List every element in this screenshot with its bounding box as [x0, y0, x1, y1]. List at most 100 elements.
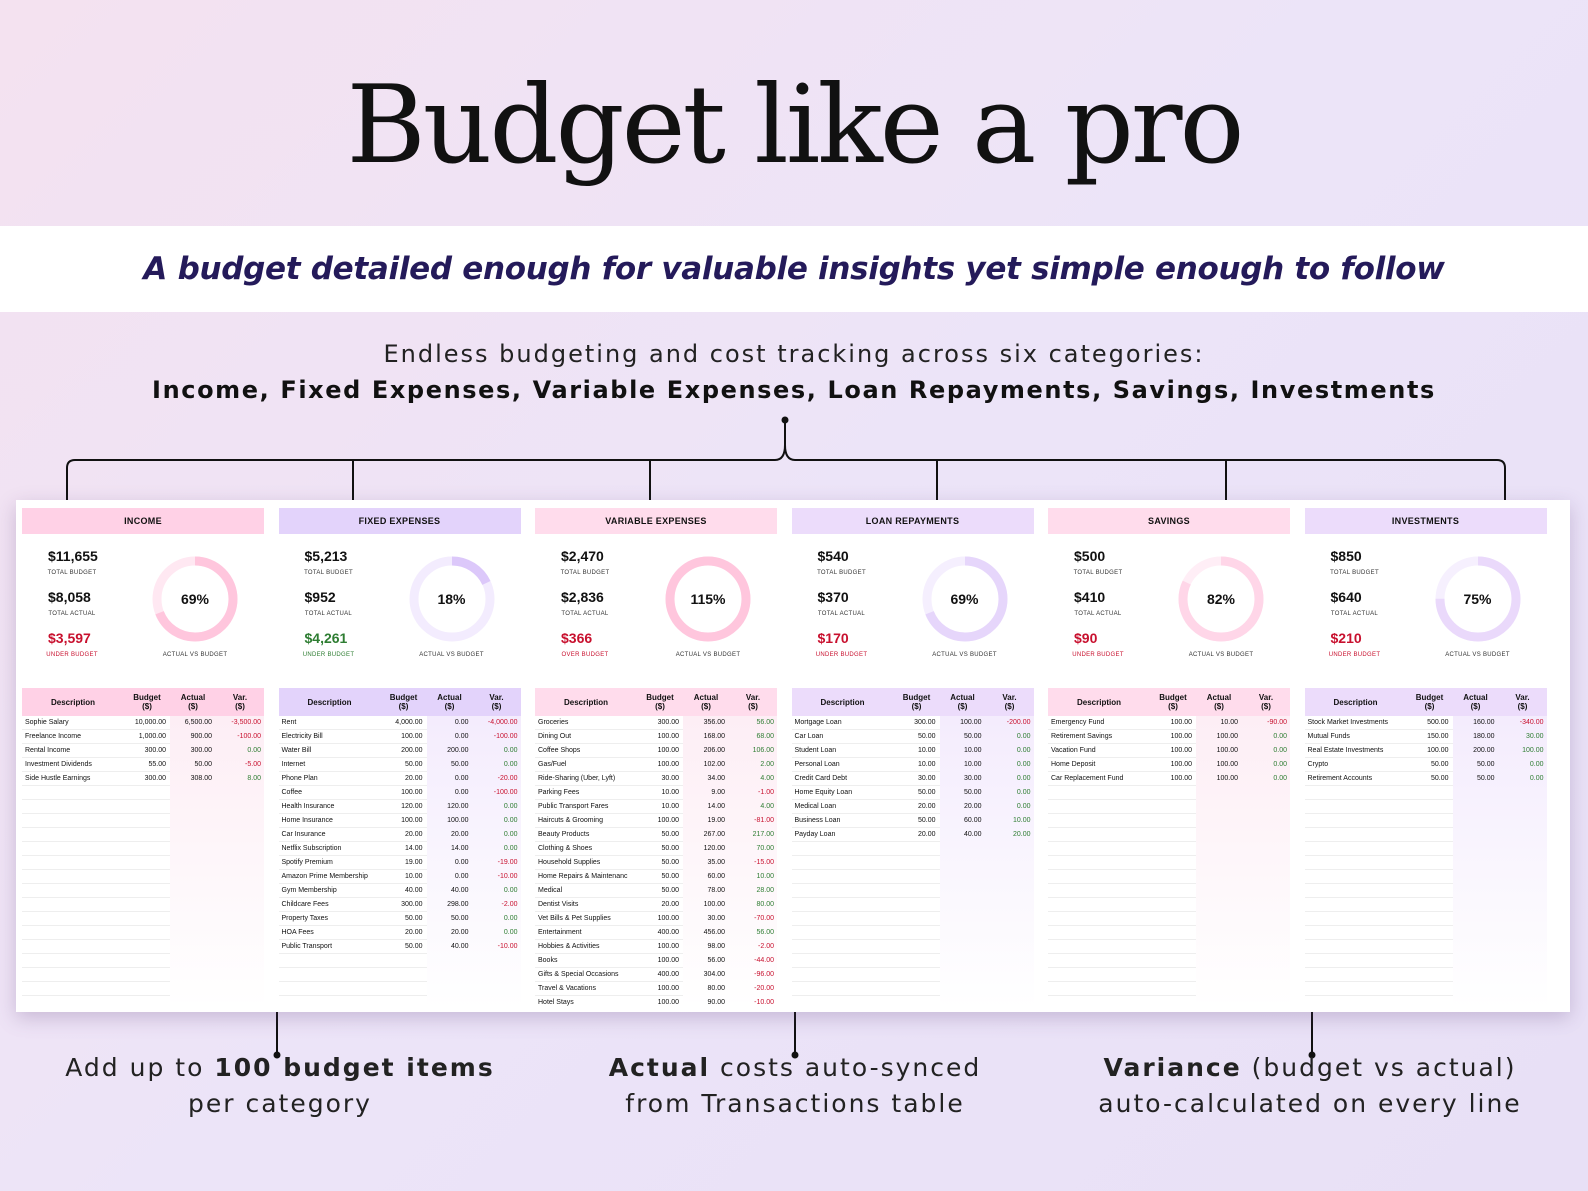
cell-description[interactable]: Ride-Sharing (Uber, Lyft): [538, 775, 616, 782]
cell-description[interactable]: Business Loan: [794, 817, 841, 824]
cell-actual[interactable]: 0.00: [454, 789, 469, 796]
cell-variance[interactable]: 10.00: [756, 873, 774, 880]
table-row[interactable]: Haircuts & Grooming 100.00 19.00 -81.00: [535, 814, 777, 828]
cell-description[interactable]: Home Equity Loan: [794, 789, 853, 796]
table-row[interactable]: Parking Fees 10.00 9.00 -1.00: [535, 786, 777, 800]
cell-actual[interactable]: 60.00: [963, 817, 982, 824]
cell-actual[interactable]: 100.00: [1216, 761, 1238, 768]
table-row[interactable]: Freelance Income 1,000.00 900.00 -100.00: [22, 730, 264, 744]
table-row[interactable]: Hotel Stays 100.00 90.00 -10.00: [535, 996, 777, 1008]
table-row[interactable]: Ride-Sharing (Uber, Lyft) 30.00 34.00 4.…: [535, 772, 777, 786]
table-row[interactable]: Rent 4,000.00 0.00 -4,000.00: [279, 716, 521, 730]
cell-variance[interactable]: -4,000.00: [487, 719, 518, 726]
cell-variance[interactable]: 0.00: [503, 747, 518, 754]
cell-budget[interactable]: 100.00: [1170, 719, 1192, 726]
cell-actual[interactable]: 10.00: [1220, 719, 1238, 726]
cell-description[interactable]: Internet: [281, 761, 306, 768]
table-row[interactable]: Emergency Fund 100.00 10.00 -90.00: [1048, 716, 1290, 730]
cell-actual[interactable]: 98.00: [707, 943, 725, 950]
cell-actual[interactable]: 30.00: [707, 915, 725, 922]
table-row[interactable]: Public Transport Fares 10.00 14.00 4.00: [535, 800, 777, 814]
table-row[interactable]: Student Loan 10.00 10.00 0.00: [792, 744, 1034, 758]
cell-actual[interactable]: 308.00: [190, 775, 212, 782]
cell-actual[interactable]: 160.00: [1473, 719, 1495, 726]
cell-budget[interactable]: 50.00: [661, 845, 679, 852]
cell-variance[interactable]: 56.00: [756, 719, 774, 726]
cell-variance[interactable]: 0.00: [503, 803, 518, 810]
cell-variance[interactable]: 0.00: [1016, 803, 1031, 810]
cell-description[interactable]: Sophie Salary: [25, 719, 69, 726]
cell-description[interactable]: Public Transport: [281, 943, 333, 950]
cell-variance[interactable]: 0.00: [1273, 747, 1287, 754]
cell-description[interactable]: Clothing & Shoes: [538, 845, 593, 852]
cell-description[interactable]: Gifts & Special Occasions: [538, 971, 619, 978]
cell-variance[interactable]: 0.00: [503, 845, 518, 852]
cell-actual[interactable]: 356.00: [703, 719, 725, 726]
cell-actual[interactable]: 56.00: [707, 957, 725, 964]
cell-actual[interactable]: 100.00: [1216, 747, 1238, 754]
table-row[interactable]: Personal Loan 10.00 10.00 0.00: [792, 758, 1034, 772]
cell-actual[interactable]: 0.00: [454, 873, 469, 880]
table-row[interactable]: Childcare Fees 300.00 298.00 -2.00: [279, 898, 521, 912]
cell-budget[interactable]: 4,000.00: [395, 719, 423, 726]
cell-variance[interactable]: -5.00: [245, 761, 261, 768]
cell-budget[interactable]: 50.00: [661, 873, 679, 880]
cell-actual[interactable]: 6,500.00: [184, 719, 212, 726]
table-row[interactable]: Vet Bills & Pet Supplies 100.00 30.00 -7…: [535, 912, 777, 926]
cell-variance[interactable]: -100.00: [237, 733, 261, 740]
cell-actual[interactable]: 900.00: [190, 733, 212, 740]
table-row[interactable]: Sophie Salary 10,000.00 6,500.00 -3,500.…: [22, 716, 264, 730]
cell-variance[interactable]: 0.00: [1273, 775, 1287, 782]
cell-description[interactable]: Hobbies & Activities: [538, 943, 600, 950]
table-row[interactable]: Medical 50.00 78.00 28.00: [535, 884, 777, 898]
cell-budget[interactable]: 100.00: [1170, 761, 1192, 768]
table-row[interactable]: Car Replacement Fund 100.00 100.00 0.00: [1048, 772, 1290, 786]
cell-variance[interactable]: -20.00: [497, 775, 518, 782]
cell-actual[interactable]: 0.00: [454, 859, 469, 866]
cell-variance[interactable]: -19.00: [497, 859, 518, 866]
table-row[interactable]: Beauty Products 50.00 267.00 217.00: [535, 828, 777, 842]
cell-budget[interactable]: 30.00: [917, 775, 936, 782]
table-row[interactable]: Gifts & Special Occasions 400.00 304.00 …: [535, 968, 777, 982]
cell-variance[interactable]: 28.00: [756, 887, 774, 894]
cell-variance[interactable]: -10.00: [497, 873, 518, 880]
cell-variance[interactable]: 0.00: [1016, 733, 1031, 740]
cell-budget[interactable]: 400.00: [657, 971, 679, 978]
cell-actual[interactable]: 100.00: [1216, 733, 1238, 740]
cell-variance[interactable]: -2.00: [758, 943, 774, 950]
cell-description[interactable]: Medical: [538, 887, 563, 894]
table-row[interactable]: Retirement Savings 100.00 100.00 0.00: [1048, 730, 1290, 744]
table-row[interactable]: Coffee 100.00 0.00 -100.00: [279, 786, 521, 800]
cell-budget[interactable]: 19.00: [404, 859, 423, 866]
cell-description[interactable]: Vet Bills & Pet Supplies: [538, 915, 611, 922]
cell-actual[interactable]: 206.00: [703, 747, 725, 754]
cell-budget[interactable]: 10.00: [661, 789, 679, 796]
cell-description[interactable]: Mortgage Loan: [794, 719, 842, 726]
cell-budget[interactable]: 20.00: [917, 803, 936, 810]
table-row[interactable]: Real Estate Investments 100.00 200.00 10…: [1305, 744, 1547, 758]
cell-variance[interactable]: 80.00: [756, 901, 774, 908]
table-row[interactable]: Amazon Prime Membership 10.00 0.00 -10.0…: [279, 870, 521, 884]
cell-actual[interactable]: 100.00: [447, 817, 469, 824]
table-row[interactable]: Travel & Vacations 100.00 80.00 -20.00: [535, 982, 777, 996]
cell-variance[interactable]: 0.00: [503, 831, 518, 838]
table-row[interactable]: Vacation Fund 100.00 100.00 0.00: [1048, 744, 1290, 758]
cell-variance[interactable]: -20.00: [754, 985, 774, 992]
cell-description[interactable]: Freelance Income: [25, 733, 82, 740]
cell-description[interactable]: Hotel Stays: [538, 999, 574, 1006]
cell-actual[interactable]: 35.00: [707, 859, 725, 866]
cell-description[interactable]: Dentist Visits: [538, 901, 579, 908]
table-row[interactable]: Hobbies & Activities 100.00 98.00 -2.00: [535, 940, 777, 954]
cell-actual[interactable]: 80.00: [707, 985, 725, 992]
cell-actual[interactable]: 20.00: [450, 929, 469, 936]
cell-description[interactable]: Real Estate Investments: [1307, 747, 1384, 754]
cell-actual[interactable]: 180.00: [1473, 733, 1495, 740]
cell-budget[interactable]: 100.00: [1170, 747, 1192, 754]
cell-description[interactable]: Vacation Fund: [1051, 747, 1096, 754]
cell-budget[interactable]: 10.00: [917, 761, 936, 768]
cell-budget[interactable]: 200.00: [401, 747, 423, 754]
cell-variance[interactable]: 70.00: [756, 845, 774, 852]
table-row[interactable]: Mutual Funds 150.00 180.00 30.00: [1305, 730, 1547, 744]
cell-description[interactable]: Entertainment: [538, 929, 582, 936]
table-row[interactable]: Public Transport 50.00 40.00 -10.00: [279, 940, 521, 954]
